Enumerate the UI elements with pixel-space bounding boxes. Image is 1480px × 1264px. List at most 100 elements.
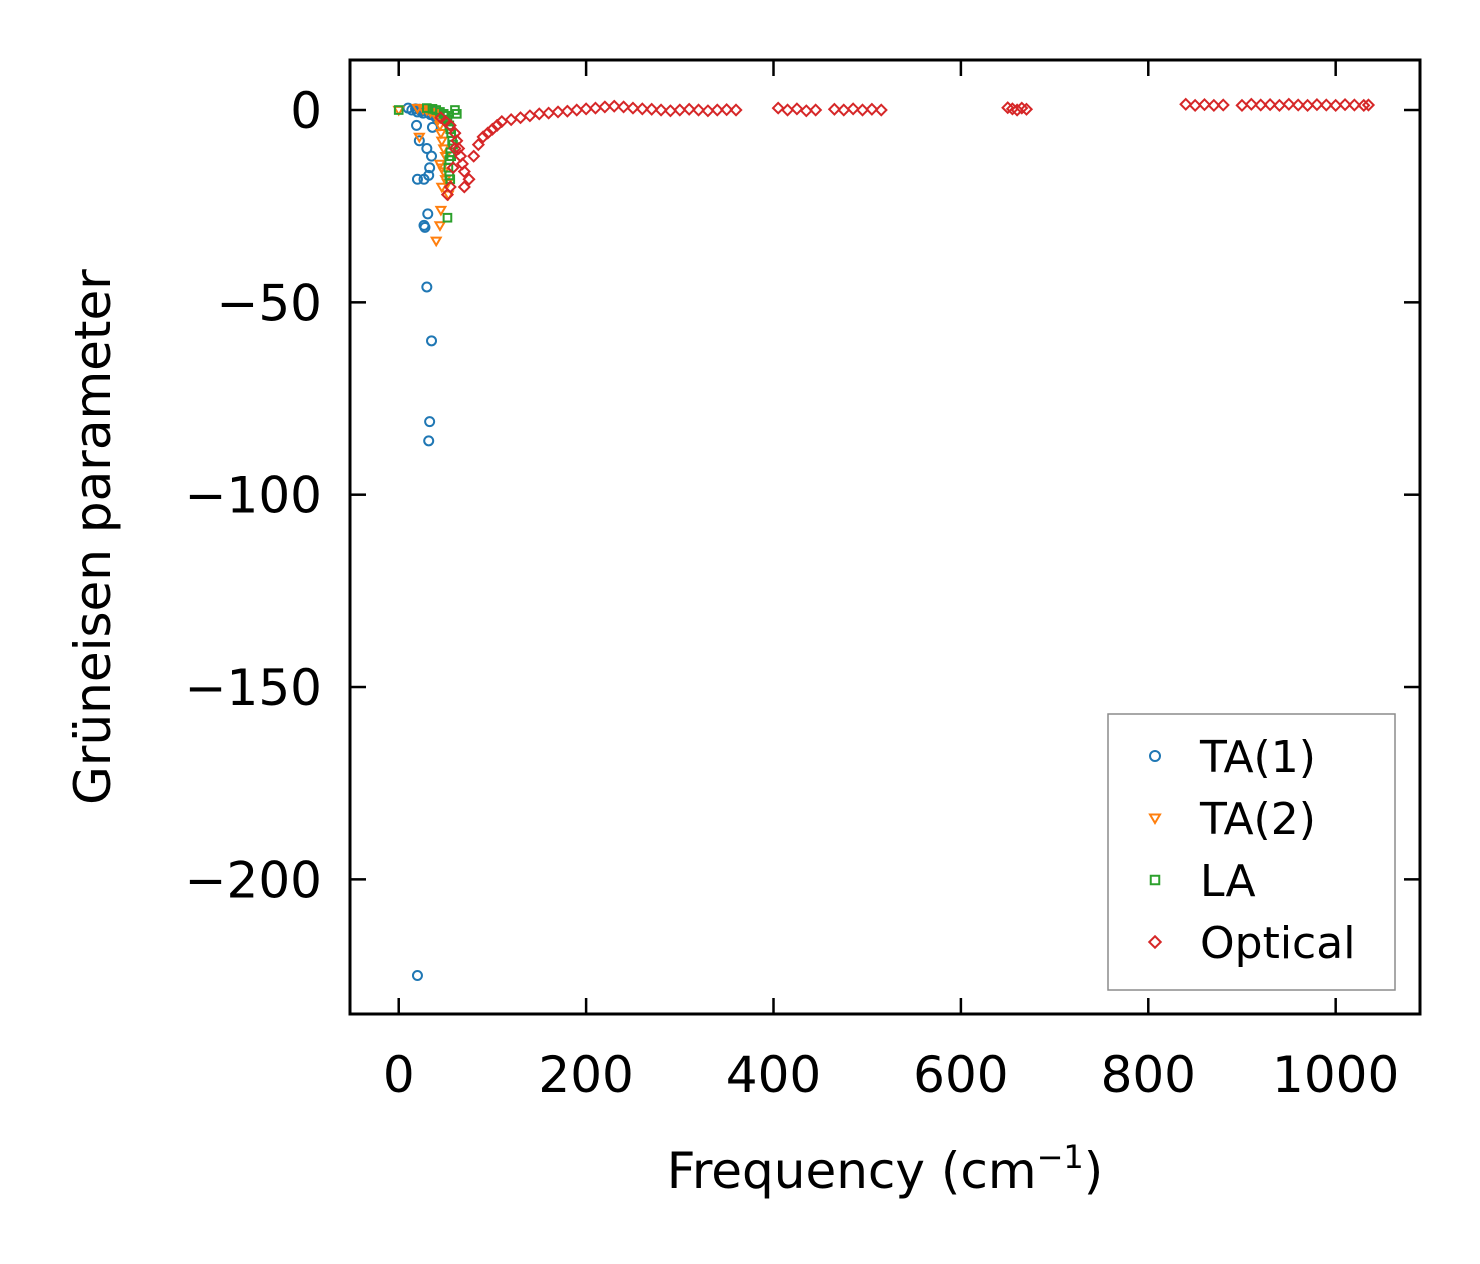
- data-point: [1319, 98, 1333, 112]
- data-point: [411, 173, 423, 185]
- x-tick-label: 600: [913, 1046, 1008, 1104]
- data-point: [551, 105, 565, 119]
- data-point: [434, 205, 448, 217]
- data-point: [490, 118, 504, 132]
- legend-marker-la: [1149, 874, 1161, 886]
- data-point: [411, 970, 423, 982]
- data-point: [827, 102, 841, 116]
- x-axis-label-suffix: ): [1084, 1142, 1104, 1200]
- data-point: [462, 172, 476, 186]
- data-point: [442, 212, 453, 223]
- data-point: [413, 132, 426, 144]
- data-point: [532, 107, 546, 121]
- data-point: [673, 103, 687, 117]
- data-point: [426, 150, 438, 162]
- y-axis-label: Grüneisen parameter: [64, 269, 122, 805]
- data-point: [457, 180, 471, 194]
- data-point: [1263, 98, 1277, 112]
- data-point: [1310, 98, 1324, 112]
- data-point: [729, 103, 743, 117]
- data-point: [846, 102, 860, 116]
- data-point: [467, 149, 481, 163]
- data-point: [1179, 97, 1193, 111]
- data-point: [654, 103, 668, 117]
- y-tick-label: −100: [185, 467, 322, 525]
- data-point: [424, 162, 436, 174]
- data-point: [1329, 98, 1343, 112]
- data-point: [424, 416, 436, 428]
- y-tick-label: 0: [290, 82, 322, 140]
- data-point: [426, 121, 438, 133]
- plot-frame: [348, 58, 1422, 1016]
- legend-marker-optical: [1147, 934, 1163, 950]
- x-axis-label-superscript: −1: [1037, 1138, 1084, 1176]
- data-point: [421, 281, 433, 293]
- data-point: [663, 104, 678, 118]
- data-point: [626, 101, 640, 115]
- data-point: [874, 103, 888, 117]
- data-point: [423, 435, 435, 447]
- legend-label: Optical: [1200, 918, 1355, 969]
- x-tick-label: 200: [538, 1046, 633, 1104]
- data-point: [411, 119, 423, 131]
- data-point: [421, 142, 433, 154]
- data-point: [1347, 98, 1362, 112]
- data-point: [476, 130, 490, 144]
- data-point: [607, 99, 621, 113]
- data-point: [440, 188, 455, 202]
- data-point: [1357, 98, 1371, 112]
- data-point: [393, 105, 404, 115]
- data-point: [771, 101, 785, 115]
- x-axis-ticks: 0 200 400 600 800 1000: [383, 60, 1399, 1104]
- data-point: [1338, 98, 1352, 112]
- legend-label: TA(1): [1199, 732, 1316, 783]
- y-tick-label: −150: [185, 659, 322, 717]
- legend-marker-ta-2-: [1148, 813, 1162, 825]
- data-point: [682, 102, 696, 116]
- data-point: [865, 102, 879, 116]
- data-point: [1188, 98, 1202, 112]
- data-point: [433, 221, 447, 232]
- x-tick-label: 800: [1101, 1046, 1196, 1104]
- data-point: [413, 135, 425, 147]
- data-point: [422, 208, 434, 220]
- y-tick-label: −50: [216, 274, 322, 332]
- x-axis-label: Frequency (cm−1): [667, 1138, 1104, 1200]
- data-point: [426, 335, 438, 347]
- data-point: [418, 173, 430, 185]
- data-point: [1244, 97, 1258, 111]
- legend-items: TA(1) TA(2) LA Optical: [1147, 732, 1355, 969]
- data-point: [790, 102, 804, 116]
- x-tick-label: 0: [383, 1046, 415, 1104]
- data-point: [799, 104, 813, 118]
- x-tick-label: 1000: [1272, 1046, 1399, 1104]
- data-point: [598, 100, 612, 114]
- data-point: [448, 141, 462, 156]
- data-point: [446, 161, 460, 175]
- data-point: [579, 102, 593, 116]
- data-point: [1019, 102, 1034, 116]
- data-point: [617, 100, 631, 114]
- data-point: [419, 221, 431, 233]
- y-tick-label: −200: [185, 851, 322, 909]
- data-point: [1216, 98, 1230, 112]
- legend-label: LA: [1200, 856, 1256, 907]
- data-point: [1254, 98, 1268, 112]
- data-point: [481, 126, 495, 140]
- data-point: [435, 136, 449, 148]
- data-point: [457, 164, 471, 179]
- data-point: [635, 102, 649, 116]
- data-point: [451, 109, 462, 119]
- legend-label: TA(2): [1199, 794, 1316, 845]
- data-point: [701, 104, 715, 118]
- legend: TA(1) TA(2) LA Optical: [1107, 713, 1396, 991]
- data-point: [1010, 103, 1024, 117]
- data-point: [855, 103, 870, 117]
- data-point: [1197, 98, 1212, 112]
- y-axis-ticks: 0 −50 −100 −150 −200: [185, 82, 1420, 909]
- data-point: [645, 102, 659, 116]
- data-point: [1291, 98, 1305, 112]
- data-point: [422, 103, 432, 113]
- data-point: [1361, 98, 1376, 112]
